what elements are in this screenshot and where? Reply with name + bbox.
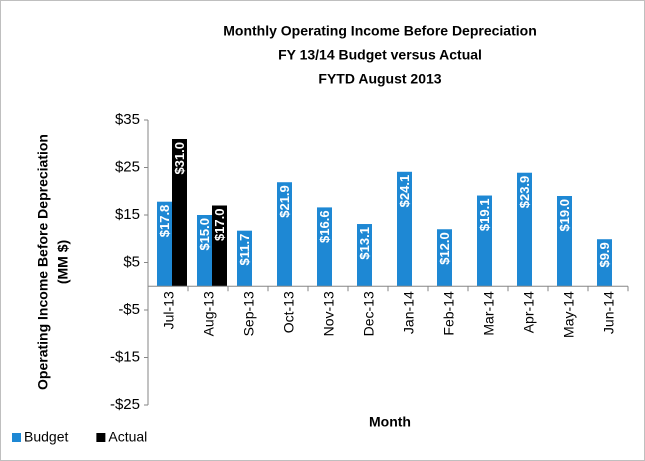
data-label: $24.1 <box>397 175 412 208</box>
x-tick-label: Sep-13 <box>241 291 257 336</box>
x-tick-label: Jun-14 <box>601 291 617 334</box>
x-tick-label: May-14 <box>561 291 577 338</box>
bar <box>517 172 532 287</box>
x-tick-label: Mar-14 <box>481 291 497 336</box>
bar <box>557 196 572 287</box>
bar <box>197 215 212 287</box>
x-tick-label: Oct-13 <box>281 291 297 333</box>
chart-title: Monthly Operating Income Before Deprecia… <box>223 23 537 39</box>
data-label: $17.8 <box>157 205 172 238</box>
x-tick-label: Jul-13 <box>161 291 177 329</box>
y-axis-label: Operating Income Before Depreciation <box>35 134 51 390</box>
data-label: $12.0 <box>437 232 452 265</box>
x-tick-label: Feb-14 <box>441 291 457 336</box>
bar <box>397 171 412 287</box>
data-label: $11.7 <box>237 234 252 266</box>
legend-label: Actual <box>108 429 147 445</box>
bar <box>357 224 372 287</box>
y-tick-label: $15 <box>115 206 140 223</box>
y-tick-label: -$15 <box>110 348 140 365</box>
x-tick-label: Jan-14 <box>401 291 417 334</box>
x-tick-label: Dec-13 <box>361 291 377 336</box>
x-axis-label: Month <box>369 414 411 430</box>
bar <box>317 207 332 287</box>
data-label: $9.9 <box>597 242 612 267</box>
bar <box>277 182 292 287</box>
data-label: $16.6 <box>317 210 332 243</box>
y-tick-label: $25 <box>115 158 140 175</box>
bar <box>172 139 187 287</box>
data-label: $31.0 <box>172 142 187 175</box>
chart-subtitle: FY 13/14 Budget versus Actual <box>278 47 482 63</box>
data-label: $19.0 <box>557 199 572 232</box>
bar <box>477 195 492 287</box>
legend-swatch <box>12 433 21 442</box>
y-tick-label: $5 <box>123 253 140 270</box>
bar <box>212 205 227 287</box>
bar <box>157 201 172 287</box>
x-tick-label: Nov-13 <box>321 291 337 336</box>
y-tick-label: -$25 <box>110 396 140 413</box>
data-label: $17.0 <box>212 209 227 242</box>
chart-subtitle: FYTD August 2013 <box>318 71 441 87</box>
data-label: $15.0 <box>197 218 212 251</box>
x-tick-label: Apr-14 <box>521 291 537 333</box>
x-tick-label: Aug-13 <box>201 291 217 336</box>
data-label: $23.9 <box>517 176 532 209</box>
y-tick-label: $35 <box>115 111 140 128</box>
bar <box>597 239 612 287</box>
data-label: $21.9 <box>277 185 292 218</box>
legend-label: Budget <box>24 429 68 445</box>
data-label: $19.1 <box>477 199 492 232</box>
y-tick-label: -$5 <box>118 301 140 318</box>
legend-swatch <box>96 433 106 442</box>
bar <box>437 229 452 287</box>
bar <box>237 230 252 287</box>
data-label: $13.1 <box>357 227 372 260</box>
y-axis-label: (MM $) <box>55 240 71 284</box>
